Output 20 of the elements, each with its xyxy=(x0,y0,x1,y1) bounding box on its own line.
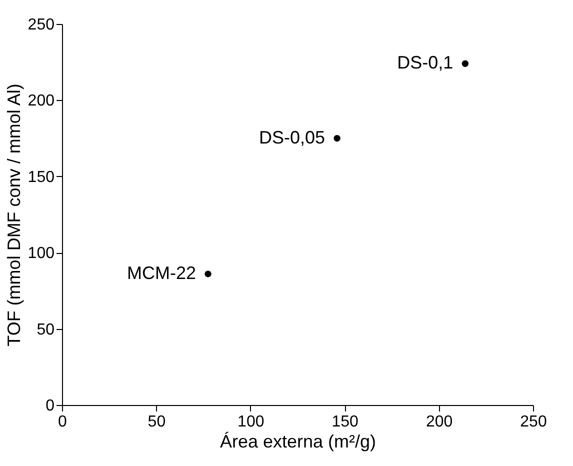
annotation: DS-0,1 xyxy=(397,52,454,73)
y-tick-label: 150 xyxy=(28,168,55,186)
x-axis-title: Área externa (m²/g) xyxy=(220,432,376,452)
annotation: DS-0,05 xyxy=(259,127,326,148)
annotation: MCM-22 xyxy=(126,262,196,283)
x-tick-label: 0 xyxy=(58,414,68,430)
x-tick-label: 50 xyxy=(148,414,166,430)
y-tick-label: 200 xyxy=(28,92,55,110)
y-tick-label: 100 xyxy=(28,245,55,262)
point xyxy=(462,60,469,67)
point xyxy=(204,270,212,278)
y-tick-label: 0 xyxy=(46,398,55,414)
x-tick-label: 250 xyxy=(520,414,547,430)
y-tick-label: 250 xyxy=(28,16,55,34)
point xyxy=(334,134,340,142)
x-tick-label: 100 xyxy=(238,414,264,430)
x-tick-label: 150 xyxy=(332,414,359,430)
x-tick-label: 200 xyxy=(426,414,453,430)
y-axis-title: TOF (mmol DMF conv / mmol Al) xyxy=(4,84,24,346)
y-tick-label: 50 xyxy=(36,321,55,338)
